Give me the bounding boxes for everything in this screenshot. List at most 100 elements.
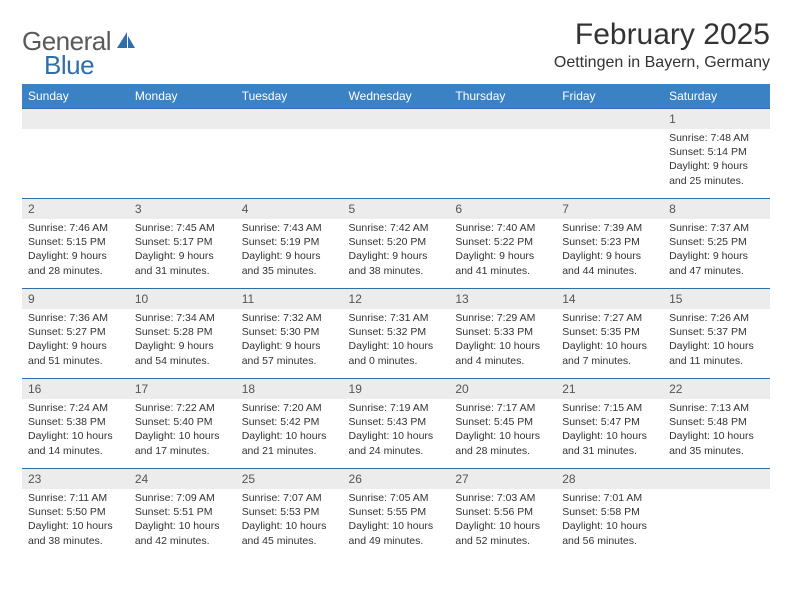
day-details: Sunrise: 7:20 AMSunset: 5:42 PMDaylight:…: [236, 399, 343, 464]
calendar-cell: 3Sunrise: 7:45 AMSunset: 5:17 PMDaylight…: [129, 199, 236, 289]
day-detail-line: Sunrise: 7:32 AM: [242, 311, 337, 325]
day-detail-line: Sunset: 5:40 PM: [135, 415, 230, 429]
day-details: Sunrise: 7:48 AMSunset: 5:14 PMDaylight:…: [663, 129, 770, 194]
day-details: Sunrise: 7:32 AMSunset: 5:30 PMDaylight:…: [236, 309, 343, 374]
day-detail-line: Sunset: 5:55 PM: [349, 505, 444, 519]
day-number: 22: [663, 379, 770, 399]
day-detail-line: Sunset: 5:53 PM: [242, 505, 337, 519]
calendar-cell: 11Sunrise: 7:32 AMSunset: 5:30 PMDayligh…: [236, 289, 343, 379]
day-number: 2: [22, 199, 129, 219]
day-detail-line: Sunset: 5:38 PM: [28, 415, 123, 429]
calendar-cell: [343, 109, 450, 199]
day-number: [129, 109, 236, 129]
day-number: 11: [236, 289, 343, 309]
day-detail-line: Sunrise: 7:07 AM: [242, 491, 337, 505]
day-number: 5: [343, 199, 450, 219]
day-detail-line: Daylight: 10 hours and 38 minutes.: [28, 519, 123, 547]
day-detail-line: Daylight: 9 hours and 28 minutes.: [28, 249, 123, 277]
day-detail-line: Sunset: 5:30 PM: [242, 325, 337, 339]
day-detail-line: Daylight: 10 hours and 14 minutes.: [28, 429, 123, 457]
calendar-cell: 20Sunrise: 7:17 AMSunset: 5:45 PMDayligh…: [449, 379, 556, 469]
day-number: 24: [129, 469, 236, 489]
calendar-cell: 6Sunrise: 7:40 AMSunset: 5:22 PMDaylight…: [449, 199, 556, 289]
day-number: [663, 469, 770, 489]
calendar-week-row: 2Sunrise: 7:46 AMSunset: 5:15 PMDaylight…: [22, 199, 770, 289]
day-number: 6: [449, 199, 556, 219]
day-detail-line: Sunrise: 7:29 AM: [455, 311, 550, 325]
calendar-cell: 9Sunrise: 7:36 AMSunset: 5:27 PMDaylight…: [22, 289, 129, 379]
calendar-cell: 1Sunrise: 7:48 AMSunset: 5:14 PMDaylight…: [663, 109, 770, 199]
day-detail-line: Sunrise: 7:09 AM: [135, 491, 230, 505]
calendar-cell: 24Sunrise: 7:09 AMSunset: 5:51 PMDayligh…: [129, 469, 236, 559]
calendar-cell: 26Sunrise: 7:05 AMSunset: 5:55 PMDayligh…: [343, 469, 450, 559]
day-detail-line: Sunset: 5:50 PM: [28, 505, 123, 519]
day-number: [343, 109, 450, 129]
day-detail-line: Sunset: 5:15 PM: [28, 235, 123, 249]
day-detail-line: Sunrise: 7:48 AM: [669, 131, 764, 145]
day-details: Sunrise: 7:26 AMSunset: 5:37 PMDaylight:…: [663, 309, 770, 374]
day-details: [236, 129, 343, 137]
day-detail-line: Sunset: 5:56 PM: [455, 505, 550, 519]
day-details: Sunrise: 7:09 AMSunset: 5:51 PMDaylight:…: [129, 489, 236, 554]
calendar-cell: 22 Sunrise: 7:13 AMSunset: 5:48 PMDayligh…: [663, 379, 770, 469]
day-details: [22, 129, 129, 137]
calendar-week-row: 23Sunrise: 7:11 AMSunset: 5:50 PMDayligh…: [22, 469, 770, 559]
day-detail-line: Sunrise: 7:20 AM: [242, 401, 337, 415]
day-detail-line: Sunset: 5:28 PM: [135, 325, 230, 339]
day-number: 13: [449, 289, 556, 309]
calendar-week-row: 16Sunrise: 7:24 AMSunset: 5:38 PMDayligh…: [22, 379, 770, 469]
calendar-cell: 18Sunrise: 7:20 AMSunset: 5:42 PMDayligh…: [236, 379, 343, 469]
day-number: 25: [236, 469, 343, 489]
location: Oettingen in Bayern, Germany: [554, 54, 770, 72]
day-detail-line: Daylight: 9 hours and 41 minutes.: [455, 249, 550, 277]
day-detail-line: Sunset: 5:23 PM: [562, 235, 657, 249]
day-details: Sunrise: 7:40 AMSunset: 5:22 PMDaylight:…: [449, 219, 556, 284]
logo-text-blue: Blue: [44, 50, 94, 81]
day-detail-line: Daylight: 10 hours and 7 minutes.: [562, 339, 657, 367]
day-detail-line: Sunrise: 7:03 AM: [455, 491, 550, 505]
month-title: February 2025: [554, 18, 770, 52]
day-detail-line: Sunrise: 7:24 AM: [28, 401, 123, 415]
day-header: Monday: [129, 84, 236, 109]
day-number: [449, 109, 556, 129]
day-detail-line: Daylight: 10 hours and 17 minutes.: [135, 429, 230, 457]
calendar-cell: 5Sunrise: 7:42 AMSunset: 5:20 PMDaylight…: [343, 199, 450, 289]
day-detail-line: Daylight: 10 hours and 0 minutes.: [349, 339, 444, 367]
day-detail-line: Sunrise: 7:27 AM: [562, 311, 657, 325]
day-detail-line: Sunset: 5:37 PM: [669, 325, 764, 339]
calendar-cell: 21Sunrise: 7:15 AMSunset: 5:47 PMDayligh…: [556, 379, 663, 469]
calendar-cell: 28Sunrise: 7:01 AMSunset: 5:58 PMDayligh…: [556, 469, 663, 559]
day-header: Saturday: [663, 84, 770, 109]
day-details: Sunrise: 7:42 AMSunset: 5:20 PMDaylight:…: [343, 219, 450, 284]
day-detail-line: Daylight: 10 hours and 31 minutes.: [562, 429, 657, 457]
day-detail-line: Daylight: 10 hours and 4 minutes.: [455, 339, 550, 367]
day-details: [663, 489, 770, 497]
day-details: Sunrise: 7:43 AMSunset: 5:19 PMDaylight:…: [236, 219, 343, 284]
day-detail-line: Sunset: 5:51 PM: [135, 505, 230, 519]
day-number: 28: [556, 469, 663, 489]
day-header: Thursday: [449, 84, 556, 109]
day-details: Sunrise: 7:39 AMSunset: 5:23 PMDaylight:…: [556, 219, 663, 284]
day-detail-line: Sunset: 5:33 PM: [455, 325, 550, 339]
day-number: 3: [129, 199, 236, 219]
day-number: 21: [556, 379, 663, 399]
day-detail-line: Daylight: 10 hours and 35 minutes.: [669, 429, 764, 457]
day-detail-line: Daylight: 10 hours and 45 minutes.: [242, 519, 337, 547]
day-number: 27: [449, 469, 556, 489]
day-detail-line: Sunrise: 7:13 AM: [669, 401, 764, 415]
calendar-cell: [236, 109, 343, 199]
calendar-cell: 25 Sunrise: 7:07 AMSunset: 5:53 PMDayligh…: [236, 469, 343, 559]
day-detail-line: Sunset: 5:48 PM: [669, 415, 764, 429]
day-detail-line: Daylight: 9 hours and 31 minutes.: [135, 249, 230, 277]
day-detail-line: Sunset: 5:32 PM: [349, 325, 444, 339]
calendar-cell: 16Sunrise: 7:24 AMSunset: 5:38 PMDayligh…: [22, 379, 129, 469]
day-details: [556, 129, 663, 137]
calendar-week-row: 1Sunrise: 7:48 AMSunset: 5:14 PMDaylight…: [22, 109, 770, 199]
day-detail-line: Sunrise: 7:40 AM: [455, 221, 550, 235]
day-details: Sunrise: 7:37 AMSunset: 5:25 PMDaylight:…: [663, 219, 770, 284]
day-number: 9: [22, 289, 129, 309]
day-detail-line: Daylight: 10 hours and 28 minutes.: [455, 429, 550, 457]
day-number: 26: [343, 469, 450, 489]
day-detail-line: Daylight: 9 hours and 51 minutes.: [28, 339, 123, 367]
day-number: 4: [236, 199, 343, 219]
